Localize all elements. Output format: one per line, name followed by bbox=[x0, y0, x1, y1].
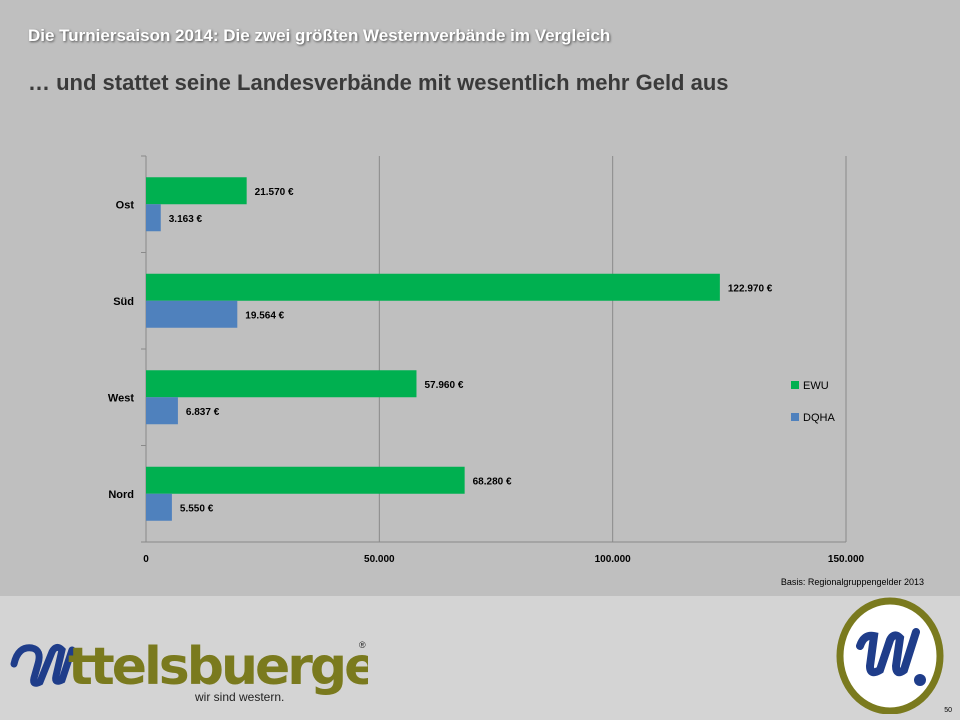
x-tick-label: 0 bbox=[143, 554, 149, 565]
bar-ewu bbox=[146, 177, 247, 205]
bar-dqha bbox=[146, 493, 172, 521]
brand-emblem bbox=[836, 597, 944, 714]
bar-ewu bbox=[146, 370, 417, 398]
brand-tagline: wir sind western. bbox=[195, 690, 285, 704]
slide-title: … und stattet seine Landesverbände mit w… bbox=[28, 70, 729, 95]
logo-wordmark: ttelsbuerger bbox=[68, 637, 368, 697]
slide-supertitle: Die Turniersaison 2014: Die zwei größten… bbox=[28, 26, 611, 45]
category-label: West bbox=[108, 392, 134, 404]
data-label: 21.570 € bbox=[255, 187, 294, 198]
emblem-ring-icon bbox=[836, 597, 944, 714]
data-label: 122.970 € bbox=[728, 283, 773, 294]
bar-dqha bbox=[146, 204, 161, 232]
emblem-dot-icon bbox=[914, 674, 926, 686]
bar-ewu bbox=[146, 273, 720, 301]
logo-mark-w bbox=[10, 643, 76, 687]
legend-label: DQHA bbox=[803, 412, 835, 424]
emblem-w-icon bbox=[856, 628, 920, 677]
data-label: 68.280 € bbox=[473, 476, 512, 487]
x-tick-label: 50.000 bbox=[364, 554, 395, 565]
footer-band bbox=[0, 596, 960, 720]
bar-dqha bbox=[146, 397, 178, 425]
chart-labels: 0 50.000 100.000 150.000 Ost 21.570 € 3.163 € S… bbox=[108, 187, 865, 565]
data-label: 57.960 € bbox=[424, 380, 463, 391]
brand-logo: ttelsbuerger bbox=[10, 637, 368, 697]
category-label: Süd bbox=[113, 296, 134, 308]
chart-bars bbox=[146, 177, 720, 521]
registered-mark: ® bbox=[359, 640, 366, 650]
bar-ewu bbox=[146, 466, 465, 494]
legend-swatch bbox=[791, 381, 799, 389]
data-label: 5.550 € bbox=[180, 503, 214, 514]
x-tick-label: 100.000 bbox=[595, 554, 632, 565]
x-tick-label: 150.000 bbox=[828, 554, 865, 565]
category-label: Ost bbox=[116, 199, 135, 211]
data-label: 3.163 € bbox=[169, 214, 203, 225]
data-label: 19.564 € bbox=[245, 310, 284, 321]
bar-dqha bbox=[146, 300, 238, 328]
legend-swatch bbox=[791, 413, 799, 421]
data-label: 6.837 € bbox=[186, 407, 220, 418]
chart-legend: EWU DQHA bbox=[791, 380, 835, 424]
legend-label: EWU bbox=[803, 380, 829, 392]
bar-chart: 0 50.000 100.000 150.000 Ost 21.570 € 3.163 € S… bbox=[108, 155, 865, 565]
category-label: Nord bbox=[108, 489, 134, 501]
page-number: 50 bbox=[944, 707, 952, 714]
source-note: Basis: Regionalgruppengelder 2013 bbox=[780, 577, 924, 587]
